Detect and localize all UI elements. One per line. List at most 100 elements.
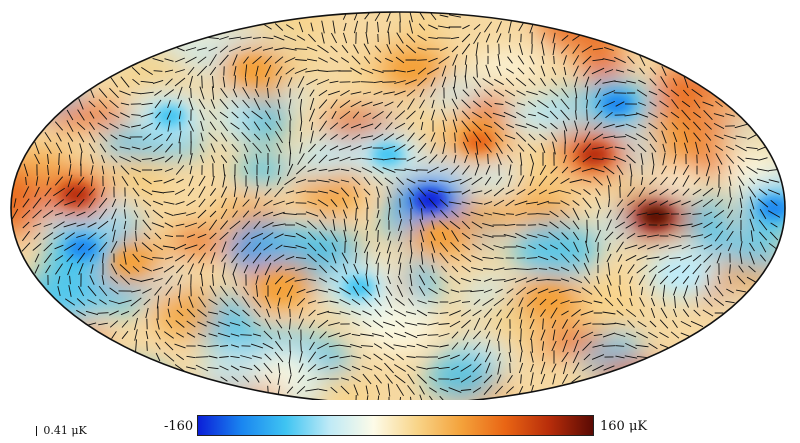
polarization-vector: [399, 198, 401, 208]
polarization-vector: [562, 373, 568, 385]
polarization-vector: [484, 132, 492, 142]
polarization-vector: [229, 322, 241, 326]
polarization-vector: [351, 310, 361, 316]
polarization-vector: [219, 297, 229, 307]
polarization-vector: [603, 100, 615, 108]
polarization-vector: [338, 145, 352, 151]
polarization-vector: [22, 186, 30, 198]
polarization-vector: [439, 220, 449, 230]
polarization-vector: [659, 343, 669, 349]
polarization-vector: [627, 69, 635, 73]
polarization-vector: [494, 257, 504, 259]
polarization-vector: [330, 99, 338, 109]
polarization-vector: [153, 243, 163, 251]
polarization-vector: [362, 112, 372, 118]
polarization-vector: [439, 167, 449, 173]
polarization-vector: [516, 102, 526, 106]
polarization-vector: [570, 167, 582, 173]
polarization-vector: [549, 221, 559, 229]
polarization-vector: [274, 233, 284, 239]
polarization-vector: [254, 375, 260, 383]
polarization-vector: [98, 110, 108, 120]
polarization-vector: [442, 99, 446, 109]
polarization-vector: [407, 122, 415, 130]
polarization-vector: [211, 175, 215, 187]
polarization-vector: [416, 374, 428, 384]
polarization-vector: [264, 188, 272, 196]
polarization-vector: [332, 209, 336, 219]
polarization-vector: [64, 243, 76, 251]
polarization-vector: [372, 133, 384, 141]
polarization-vector: [372, 166, 384, 174]
polarization-vector: [492, 112, 506, 118]
polarization-vector: [68, 285, 72, 297]
polarization-vector: [560, 109, 570, 121]
polarization-vector: [363, 56, 371, 64]
polarization-vector: [374, 122, 382, 130]
polarization-vector: [263, 55, 273, 65]
polarization-vector: [560, 98, 570, 110]
polarization-vector: [440, 209, 448, 219]
polarization-vector: [317, 319, 329, 329]
polarization-vector: [673, 308, 677, 318]
polarization-vector: [504, 223, 516, 227]
polarization-vector: [747, 186, 757, 198]
polarization-vector: [131, 167, 141, 173]
polarization-vector: [132, 253, 140, 263]
polarization-vector: [671, 99, 679, 109]
polarization-vector: [629, 286, 633, 296]
polarization-vector: [439, 199, 449, 207]
polarization-vector: [131, 146, 141, 150]
polarization-vector: [627, 264, 635, 274]
polarization-vector: [55, 263, 63, 275]
polarization-vector: [328, 288, 340, 294]
polarization-vector: [595, 99, 601, 109]
polarization-vector: [365, 395, 369, 400]
polarization-vector: [471, 190, 483, 194]
polarization-vector: [300, 340, 302, 352]
polarization-vector: [627, 187, 635, 197]
polarization-vector: [492, 212, 506, 216]
polarization-vector: [120, 310, 130, 316]
polarization-vector: [417, 180, 427, 182]
polarization-vector: [749, 251, 755, 265]
polarization-vector: [285, 277, 295, 283]
polarization-vector: [252, 242, 262, 252]
polarization-vector: [163, 265, 175, 273]
polarization-vector: [559, 190, 571, 194]
polarization-vector: [394, 110, 406, 120]
polarization-vector: [452, 119, 458, 133]
polarization-vector: [109, 87, 119, 99]
polarization-vector: [739, 251, 743, 265]
polarization-vector: [485, 339, 491, 353]
polarization-vector: [98, 132, 108, 142]
polarization-vector: [385, 57, 393, 63]
polarization-vector: [362, 354, 372, 360]
polarization-vector: [330, 134, 338, 140]
polarization-vector: [452, 54, 458, 66]
polarization-vector: [253, 364, 261, 372]
polarization-vector: [121, 175, 129, 187]
polarization-vector: [420, 208, 424, 220]
polarization-vector: [275, 120, 283, 132]
polarization-vector: [430, 132, 436, 142]
polarization-vector: [397, 218, 403, 232]
polarization-vector: [418, 285, 426, 297]
polarization-vector: [396, 353, 404, 361]
polarization-scale-bar: [36, 425, 38, 436]
polarization-vector: [274, 23, 284, 31]
polarization-vector: [671, 276, 679, 284]
polarization-vector: [492, 279, 506, 281]
polarization-vector: [530, 363, 534, 373]
polarization-vector: [419, 264, 425, 274]
polarization-vector: [408, 298, 414, 306]
polarization-vector: [277, 88, 281, 98]
polarization-vector: [398, 209, 402, 219]
polarization-vector: [153, 143, 163, 153]
polarization-vector: [262, 232, 274, 240]
polarization-vector: [98, 322, 108, 326]
polarization-vector: [682, 175, 690, 187]
polarization-vector: [616, 241, 624, 253]
polarization-vector: [140, 278, 154, 282]
polarization-vector: [748, 265, 756, 273]
